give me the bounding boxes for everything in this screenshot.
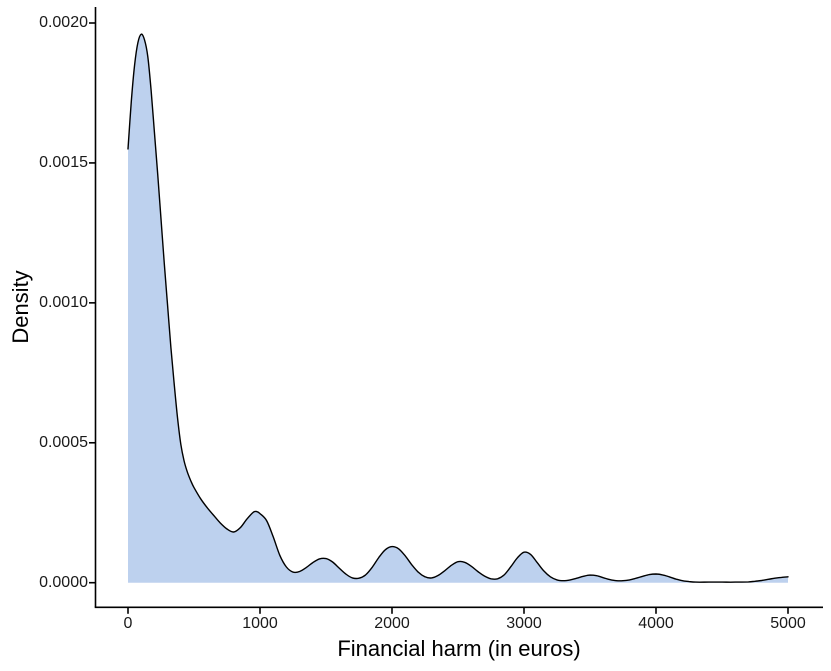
x-tick-label: 4000: [638, 615, 674, 632]
density-area-fill: [128, 34, 788, 583]
y-tick-label: 0.0015: [39, 153, 88, 171]
x-tick-label: 1000: [242, 615, 278, 632]
y-tick-label: 0.0020: [39, 14, 88, 31]
y-tick-label: 0.0010: [39, 293, 88, 311]
x-tick-label: 3000: [506, 615, 542, 632]
density-curve: [127, 33, 789, 583]
x-axis-title: Financial harm (in euros): [337, 636, 581, 661]
x-tick-label: 2000: [374, 615, 410, 632]
x-tick-label: 5000: [770, 615, 806, 632]
y-tick-label: 0.0000: [39, 573, 88, 591]
x-tick-label: 0: [123, 615, 133, 632]
y-tick-label: 0.0005: [39, 433, 88, 451]
